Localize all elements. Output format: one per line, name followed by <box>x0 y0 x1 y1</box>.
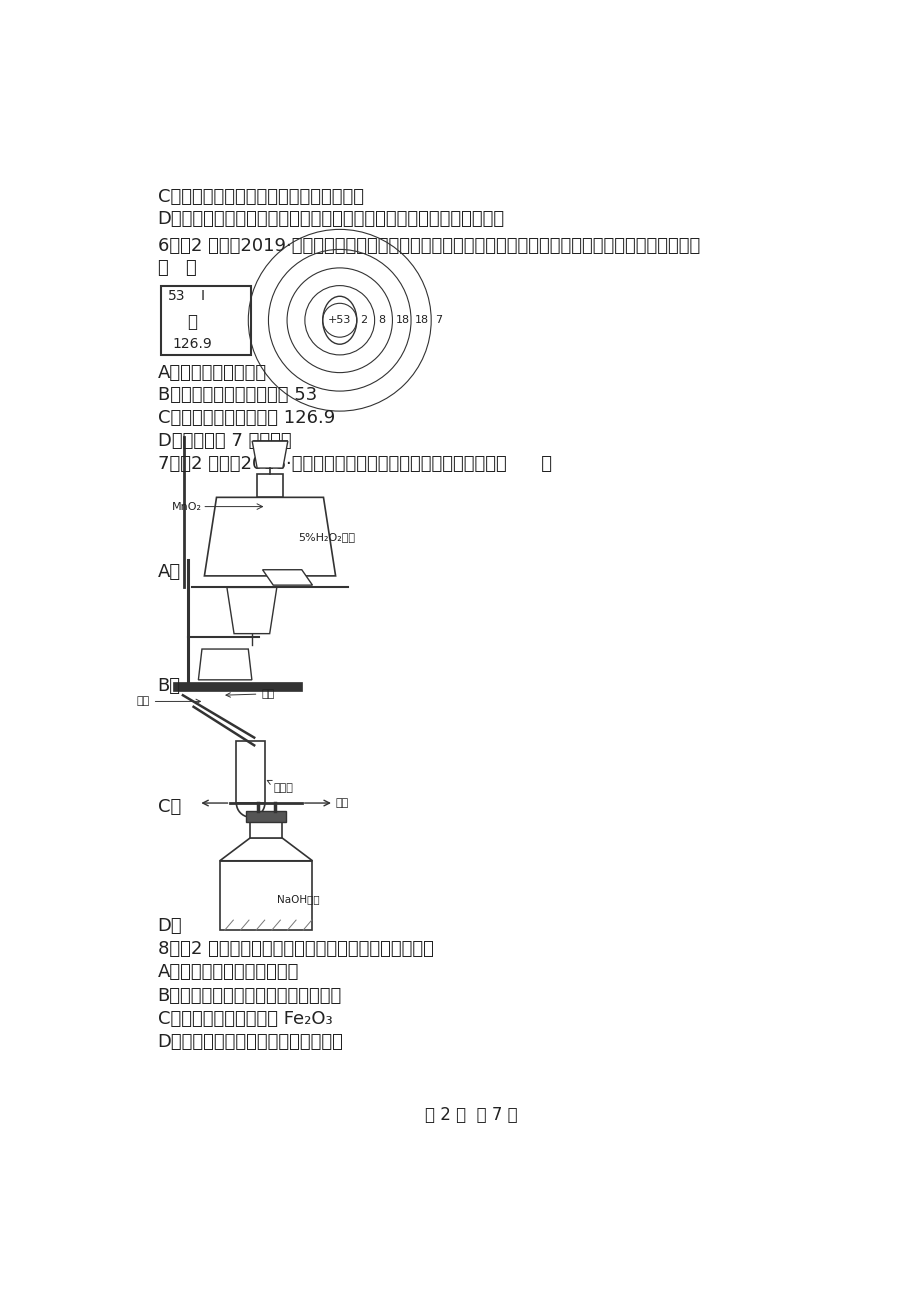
Text: A．: A． <box>157 562 180 581</box>
Polygon shape <box>174 682 301 691</box>
Text: C．用嘴吹灭蜡烛，利用了隔绝空气的原理: C．用嘴吹灭蜡烛，利用了隔绝空气的原理 <box>157 187 363 206</box>
Polygon shape <box>246 811 286 823</box>
Text: C．赤铁矿的主要成分是 Fe₂O₃: C．赤铁矿的主要成分是 Fe₂O₃ <box>157 1009 332 1027</box>
Text: D．碘属于第 7 周期元素: D．碘属于第 7 周期元素 <box>157 432 291 450</box>
Polygon shape <box>204 497 335 575</box>
Text: 18: 18 <box>414 315 428 326</box>
Polygon shape <box>237 764 263 802</box>
Text: +53: +53 <box>328 315 351 326</box>
Text: A．碘属于非金属元素: A．碘属于非金属元素 <box>157 365 267 383</box>
Text: A．生铁和钢的性能完全相同: A．生铁和钢的性能完全相同 <box>157 963 299 982</box>
Text: D．在森林火源外一定距离处清除树木，利用了可燃物与火源隔离的原理: D．在森林火源外一定距离处清除树木，利用了可燃物与火源隔离的原理 <box>157 211 505 228</box>
Text: 2: 2 <box>360 315 367 326</box>
Text: 8．（2 分）下列对金属和金属材料的认识中，错误的是: 8．（2 分）下列对金属和金属材料的认识中，错误的是 <box>157 940 433 958</box>
Text: 锌粒: 锌粒 <box>136 697 200 707</box>
Polygon shape <box>257 474 282 497</box>
Text: NaOH溶液: NaOH溶液 <box>277 894 319 905</box>
Polygon shape <box>220 861 312 930</box>
Polygon shape <box>221 888 311 930</box>
Text: 7: 7 <box>435 315 441 326</box>
Text: 稀盐酸: 稀盐酸 <box>267 780 293 793</box>
Text: I: I <box>200 289 204 303</box>
Text: C．: C． <box>157 798 181 816</box>
Text: 第 2 页  共 7 页: 第 2 页 共 7 页 <box>425 1105 517 1124</box>
Polygon shape <box>227 587 277 634</box>
Text: 镊子: 镊子 <box>226 689 274 699</box>
Polygon shape <box>252 441 288 469</box>
Text: 126.9: 126.9 <box>173 337 212 352</box>
Text: 5%H₂O₂溶液: 5%H₂O₂溶液 <box>298 533 355 543</box>
Text: 8: 8 <box>378 315 385 326</box>
FancyBboxPatch shape <box>162 285 250 355</box>
Polygon shape <box>199 648 252 680</box>
Text: C．碘的相对原子质量为 126.9: C．碘的相对原子质量为 126.9 <box>157 409 335 427</box>
Text: 18: 18 <box>395 315 410 326</box>
Polygon shape <box>262 570 312 585</box>
Text: B．: B． <box>157 677 180 695</box>
Text: 53: 53 <box>167 289 185 303</box>
Text: （   ）: （ ） <box>157 259 196 277</box>
Text: 7．（2 分）（2018·黄冈模拟）下图所示的实验操作中正确的是（      ）: 7．（2 分）（2018·黄冈模拟）下图所示的实验操作中正确的是（ ） <box>157 456 551 473</box>
Text: D．: D． <box>157 917 182 935</box>
Text: B．碘原子的核内质子数为 53: B．碘原子的核内质子数为 53 <box>157 385 316 404</box>
Text: 6．（2 分）（2019·贵港）如图为碘元素在元素周期表的部分信息及其原子结构示意图。下列说法错误的是: 6．（2 分）（2019·贵港）如图为碘元素在元素周期表的部分信息及其原子结构示… <box>157 237 699 255</box>
Text: 收集: 收集 <box>335 798 349 809</box>
Text: 碘: 碘 <box>187 312 198 331</box>
Text: MnO₂: MnO₂ <box>172 501 202 512</box>
Polygon shape <box>220 837 312 861</box>
Text: D．回收废旧金属有利于节约金属资源: D．回收废旧金属有利于节约金属资源 <box>157 1032 343 1051</box>
Text: B．铁粉作双吸剂和铁生锈的原理相同: B．铁粉作双吸剂和铁生锈的原理相同 <box>157 987 342 1005</box>
Polygon shape <box>236 741 265 803</box>
Polygon shape <box>250 823 281 837</box>
